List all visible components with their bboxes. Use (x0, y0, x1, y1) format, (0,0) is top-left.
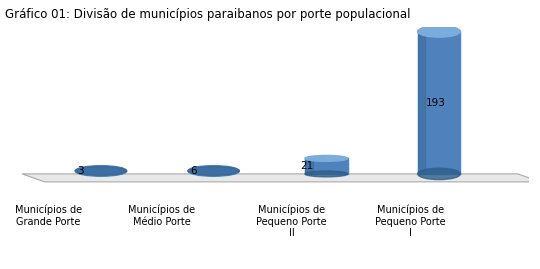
Ellipse shape (417, 26, 461, 37)
Ellipse shape (417, 168, 461, 180)
Text: 21: 21 (301, 161, 314, 171)
Text: 193: 193 (426, 98, 446, 108)
Text: Gráfico 01: Divisão de municípios paraibanos por porte populacional: Gráfico 01: Divisão de municípios paraib… (5, 8, 411, 21)
Bar (305, 158, 313, 174)
Text: Municípios de
Médio Porte: Municípios de Médio Porte (129, 204, 195, 226)
Ellipse shape (188, 166, 239, 176)
Text: Municípios de
Pequeno Porte
II: Municípios de Pequeno Porte II (256, 204, 327, 238)
Polygon shape (22, 174, 540, 182)
Text: Municípios de
Grande Porte: Municípios de Grande Porte (15, 204, 82, 226)
Ellipse shape (75, 166, 127, 176)
Ellipse shape (305, 155, 348, 161)
Ellipse shape (188, 167, 239, 175)
Text: 6: 6 (190, 166, 197, 176)
Bar (417, 31, 461, 174)
Bar (305, 158, 348, 174)
Ellipse shape (75, 167, 127, 175)
Text: Municípios de
Pequeno Porte
I: Municípios de Pequeno Porte I (375, 204, 445, 238)
Text: 3: 3 (77, 166, 84, 176)
Ellipse shape (305, 171, 348, 177)
Bar (417, 31, 426, 174)
